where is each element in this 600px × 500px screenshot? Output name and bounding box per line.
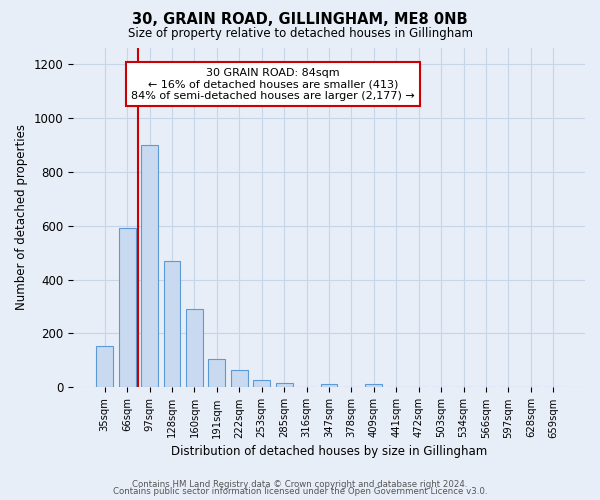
- Text: 30 GRAIN ROAD: 84sqm
← 16% of detached houses are smaller (413)
84% of semi-deta: 30 GRAIN ROAD: 84sqm ← 16% of detached h…: [131, 68, 415, 101]
- Bar: [276, 382, 293, 388]
- Text: Contains public sector information licensed under the Open Government Licence v3: Contains public sector information licen…: [113, 488, 487, 496]
- Bar: [141, 144, 158, 388]
- Bar: [119, 228, 136, 388]
- Bar: [186, 309, 203, 388]
- Bar: [365, 384, 382, 388]
- Text: Contains HM Land Registry data © Crown copyright and database right 2024.: Contains HM Land Registry data © Crown c…: [132, 480, 468, 489]
- Text: 30, GRAIN ROAD, GILLINGHAM, ME8 0NB: 30, GRAIN ROAD, GILLINGHAM, ME8 0NB: [132, 12, 468, 28]
- Bar: [96, 346, 113, 388]
- X-axis label: Distribution of detached houses by size in Gillingham: Distribution of detached houses by size …: [171, 444, 487, 458]
- Text: Size of property relative to detached houses in Gillingham: Size of property relative to detached ho…: [128, 28, 473, 40]
- Bar: [320, 384, 337, 388]
- Bar: [253, 380, 270, 388]
- Bar: [208, 359, 225, 388]
- Bar: [231, 370, 248, 388]
- Y-axis label: Number of detached properties: Number of detached properties: [15, 124, 28, 310]
- Bar: [164, 260, 181, 388]
